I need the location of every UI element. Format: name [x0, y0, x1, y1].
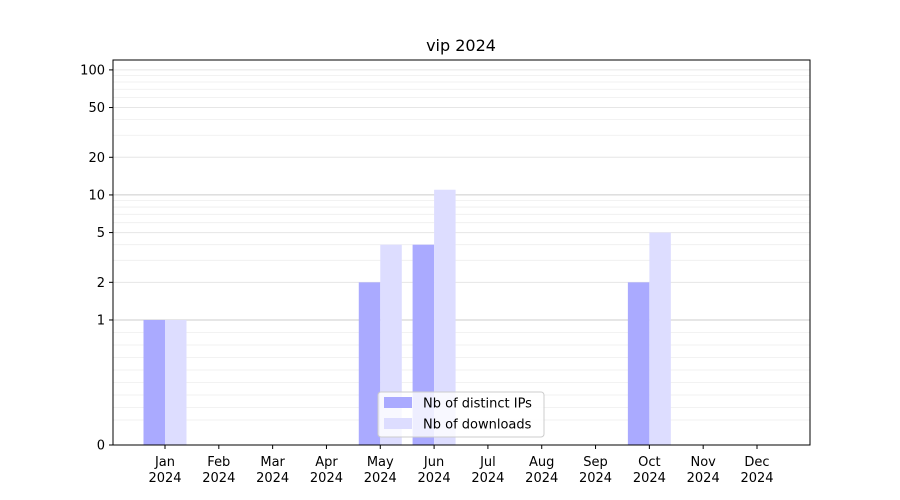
x-tick-label: Aug 2024	[525, 455, 558, 486]
bar-nb-of-downloads-9	[649, 232, 671, 445]
plot-frame	[112, 59, 811, 446]
x-tick-label: Jul 2024	[471, 455, 504, 486]
bar-nb-of-downloads-5	[434, 189, 456, 445]
x-tick-label: Jun 2024	[418, 455, 451, 486]
y-tick-label: 0	[97, 439, 105, 454]
y-tick-label: 2	[97, 276, 105, 291]
legend-label: Nb of distinct IPs	[423, 397, 532, 412]
bar-nb-of-downloads-0	[165, 319, 187, 445]
y-axis: 0 1 2 5 10 20 50 100	[80, 63, 113, 454]
x-tick-label: Apr 2024	[310, 455, 343, 486]
bar-nb-of-distinct-ips-9	[627, 282, 650, 445]
x-tick-label: Dec 2024	[740, 455, 773, 486]
bar-nb-of-distinct-ips-0	[143, 319, 165, 445]
y-tick-label: 10	[88, 188, 105, 203]
chart-title: vip 2024	[426, 36, 496, 55]
bar-nb-of-distinct-ips-4	[358, 282, 381, 445]
legend-label: Nb of downloads	[423, 418, 532, 433]
x-tick-label: Feb 2024	[202, 455, 235, 486]
y-tick-label: 100	[80, 63, 105, 78]
x-axis: Jan 2024 Feb 2024 Mar 2024 Apr 2024 May 2024 Jun 20…	[148, 445, 774, 486]
y-tick-label: 1	[97, 313, 105, 328]
legend-box	[377, 391, 545, 438]
x-tick-label: Mar 2024	[256, 455, 289, 486]
grid-lines	[113, 69, 810, 446]
legend-swatch	[384, 418, 412, 429]
x-tick-label: Nov 2024	[687, 455, 720, 486]
y-tick-label: 5	[97, 226, 105, 241]
legend: Nb of distinct IPs Nb of downloads	[377, 391, 545, 438]
y-tick-label: 20	[88, 151, 105, 166]
legend-swatch	[384, 397, 412, 408]
x-tick-label: May 2024	[364, 455, 397, 486]
x-tick-label: Jan 2024	[148, 455, 181, 486]
x-tick-label: Sep 2024	[579, 455, 612, 486]
y-tick-label: 50	[88, 101, 105, 116]
x-tick-label: Oct 2024	[633, 455, 666, 486]
